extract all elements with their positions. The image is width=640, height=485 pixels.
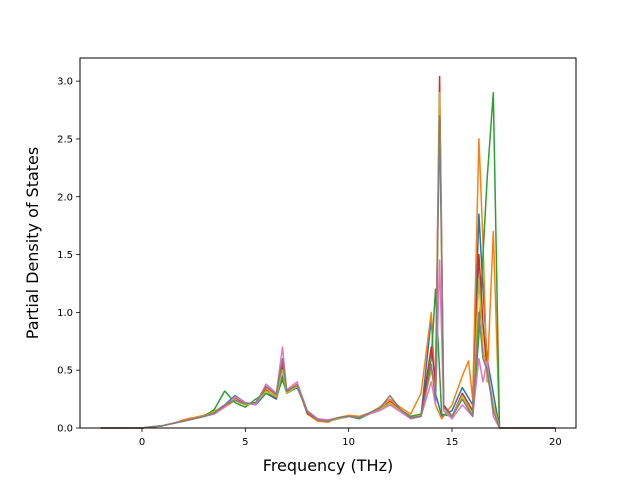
x-axis-label: Frequency (THz) xyxy=(263,456,393,475)
x-tick-label: 0 xyxy=(139,437,145,448)
y-tick-label: 1.0 xyxy=(57,308,73,319)
x-tick-label: 5 xyxy=(242,437,248,448)
x-axis-ticks: 0 5 10 15 20 xyxy=(139,428,562,448)
x-tick-label: 15 xyxy=(446,437,459,448)
y-tick-label: 1.5 xyxy=(57,250,73,261)
y-tick-label: 3.0 xyxy=(57,77,73,88)
y-tick-label: 2.0 xyxy=(57,192,73,203)
x-tick-label: 10 xyxy=(342,437,355,448)
y-axis-ticks: 0.0 0.5 1.0 1.5 2.0 2.5 3.0 xyxy=(57,77,80,435)
series-line-6 xyxy=(100,115,556,429)
series-group xyxy=(100,75,556,429)
y-tick-label: 0.0 xyxy=(57,424,73,435)
y-axis-label: Partial Density of States xyxy=(23,147,42,339)
plot-frame xyxy=(79,57,577,429)
y-tick-label: 2.5 xyxy=(57,134,73,145)
plot-background xyxy=(80,58,576,428)
x-tick-label: 20 xyxy=(549,437,562,448)
y-tick-label: 0.5 xyxy=(57,366,73,377)
